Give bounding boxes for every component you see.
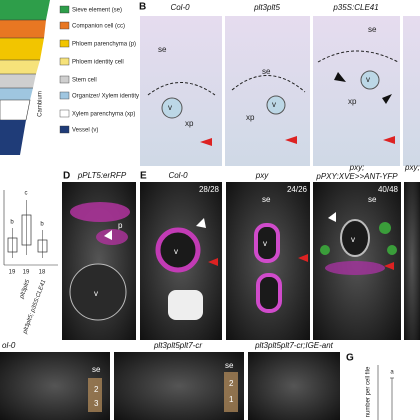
image-title: Col-0 bbox=[168, 171, 188, 180]
image-title: pPLT5:erRFP bbox=[77, 171, 127, 180]
image-title: ol-0 bbox=[2, 341, 16, 350]
legend-label: Sieve element (se) bbox=[72, 8, 122, 14]
image-title: Col-0 bbox=[170, 3, 190, 12]
cell-label: 2 bbox=[94, 385, 99, 394]
cell-label: se bbox=[262, 195, 271, 204]
cell-label: 1 bbox=[229, 395, 234, 404]
cell-label: v bbox=[263, 239, 267, 248]
panel-label: E bbox=[140, 171, 147, 182]
legend-label: Xylem parenchyma (xp) bbox=[72, 112, 135, 118]
panel-label: G bbox=[346, 353, 354, 364]
ratio-label: 40/48 bbox=[378, 185, 399, 194]
cell-label: v bbox=[351, 235, 355, 244]
group-label: plt3plt5 bbox=[19, 279, 32, 301]
legend-label: Phloem identity cell bbox=[72, 60, 124, 66]
significance-letter: b bbox=[40, 222, 44, 228]
cell-label: v bbox=[174, 247, 178, 256]
cell-label: se bbox=[262, 67, 271, 76]
panel-d: D pPLT5:erRFP p v bbox=[62, 171, 136, 340]
cell-label: v bbox=[94, 289, 98, 298]
significance-letter: a bbox=[390, 370, 394, 376]
legend-label: Phloem parenchyma (p) bbox=[72, 42, 136, 48]
schematic: Cambium Sieve element (se) Companion cel… bbox=[0, 0, 150, 155]
cell-label: se bbox=[158, 45, 167, 54]
cambium-label: Cambium bbox=[38, 91, 44, 117]
cell-label: 3 bbox=[94, 399, 99, 408]
image-title: pPXY:XVE>>ANT-YFP bbox=[315, 172, 398, 181]
axis-label: number per cell file bbox=[366, 366, 372, 417]
cell-label: 2 bbox=[229, 379, 234, 388]
sample-size: 18 bbox=[39, 270, 46, 276]
image-title: pxy; bbox=[349, 163, 365, 172]
cell-label: se bbox=[225, 361, 234, 370]
cell-label: v bbox=[366, 75, 370, 84]
cell-label: p bbox=[118, 221, 123, 230]
image-title: pxy; bbox=[404, 163, 420, 172]
legend-label: Companion cell (cc) bbox=[72, 24, 125, 30]
image-title: plt3plt5plt7-cr bbox=[153, 341, 202, 350]
cell-label: se bbox=[368, 195, 377, 204]
legend-label: Organizer/ Xylem identity cell bbox=[72, 94, 150, 100]
ratio-label: 28/28 bbox=[199, 185, 220, 194]
panel-g: G number per cell file a bbox=[346, 353, 394, 420]
ratio-label: 24/26 bbox=[287, 185, 308, 194]
cell-label: se bbox=[368, 25, 377, 34]
cell-label: xp bbox=[348, 97, 357, 106]
image-title: plt3plt5 bbox=[253, 3, 280, 12]
image-title: pxy bbox=[255, 171, 269, 180]
significance-letter: b bbox=[10, 220, 14, 226]
panel-label: D bbox=[63, 171, 70, 182]
cell-label: v bbox=[168, 103, 172, 112]
image-title: p35S:CLE41 bbox=[332, 3, 378, 12]
panel-e: E Col-0 pxy pxy; pPXY:XVE>>ANT-YFP pxy; … bbox=[140, 163, 420, 340]
image-title: plt3plt5plt7-cr;IGE-ant bbox=[254, 341, 334, 350]
panel-b: B Col-0 plt3plt5 p35S:CLE41 se v xp se v… bbox=[139, 2, 420, 166]
panel-label: B bbox=[139, 2, 146, 13]
panel-f: ol-0 plt3plt5plt7-cr plt3plt5plt7-cr;IGE… bbox=[0, 341, 340, 420]
sample-size: 19 bbox=[9, 270, 16, 276]
sample-size: 19 bbox=[23, 270, 30, 276]
cell-label: xp bbox=[246, 113, 255, 122]
significance-letter: c bbox=[25, 191, 28, 197]
legend-label: Stem cell bbox=[72, 78, 97, 84]
cell-label: se bbox=[92, 365, 101, 374]
legend-label: Vessel (v) bbox=[72, 128, 98, 134]
cell-label: v bbox=[272, 100, 276, 109]
boxplot: b c b 19 19 18 plt3plt5 plt3plt5; p35S:C… bbox=[3, 190, 58, 335]
cell-label: xp bbox=[185, 119, 194, 128]
